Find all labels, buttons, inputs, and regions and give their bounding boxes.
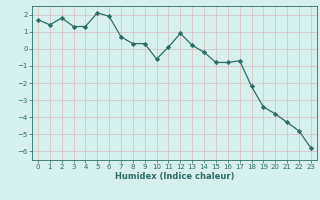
X-axis label: Humidex (Indice chaleur): Humidex (Indice chaleur): [115, 172, 234, 181]
